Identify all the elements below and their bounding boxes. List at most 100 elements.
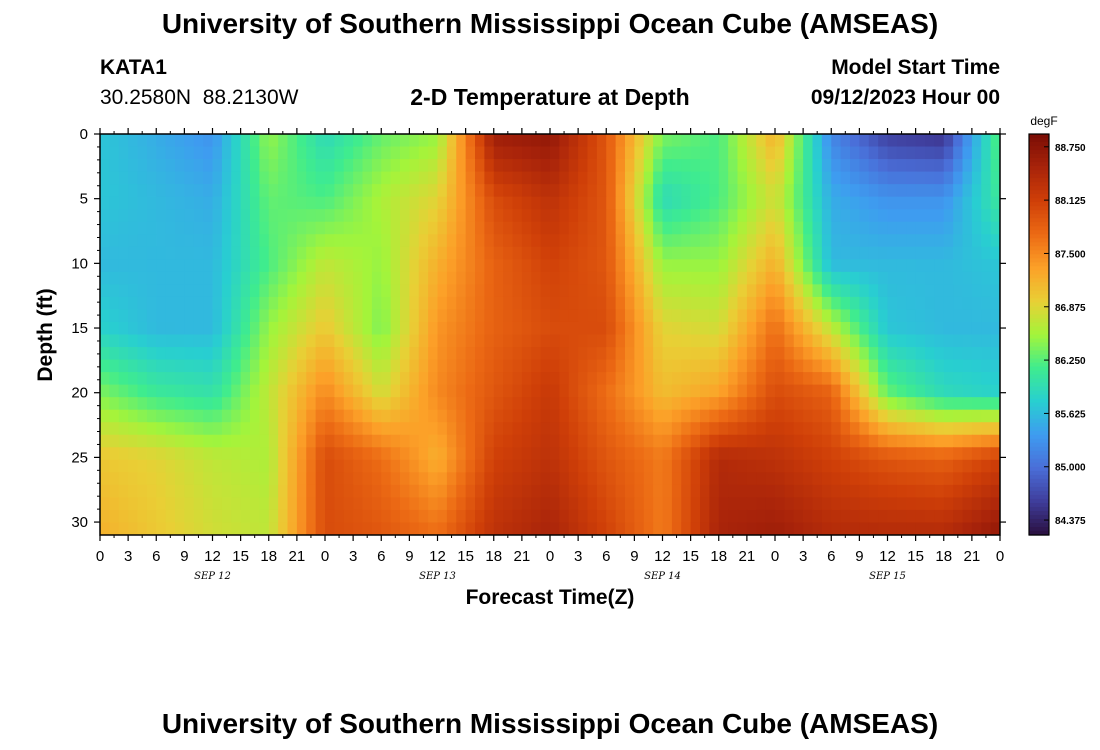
heatmap-cell (212, 347, 223, 361)
heatmap-cell (221, 459, 232, 473)
heatmap-cell (737, 484, 748, 499)
heatmap-cell (203, 221, 214, 235)
heatmap-cell (821, 384, 832, 398)
x-tick-label: 12 (204, 548, 221, 565)
heatmap-cell (118, 234, 129, 248)
heatmap-cell (409, 459, 420, 473)
heatmap-cell (728, 296, 739, 311)
heatmap-cell (906, 196, 917, 210)
heatmap-cell (812, 522, 823, 535)
heatmap-cell (212, 196, 223, 210)
heatmap-cell (306, 309, 317, 323)
heatmap-cell (700, 184, 710, 198)
heatmap-cell (259, 447, 270, 461)
heatmap-cell (146, 234, 157, 248)
heatmap-cell (203, 234, 214, 248)
heatmap-cell (137, 522, 148, 535)
colorbar-segment (1029, 434, 1049, 440)
heatmap-cell (831, 159, 842, 173)
heatmap-cell (615, 372, 626, 386)
heatmap-cell (231, 246, 242, 260)
heatmap-cell (315, 497, 326, 511)
heatmap-cell (812, 246, 823, 260)
heatmap-cell (803, 384, 814, 398)
heatmap-cell (193, 434, 204, 448)
heatmap-cell (287, 284, 298, 298)
heatmap-cell (137, 134, 148, 148)
heatmap-cell (775, 484, 785, 499)
heatmap-cell (250, 497, 260, 511)
heatmap-cell (437, 221, 448, 235)
heatmap-cell (765, 159, 776, 173)
heatmap-cell (568, 159, 579, 173)
heatmap-cell (259, 321, 270, 336)
heatmap-cell (268, 159, 279, 173)
heatmap-cell (531, 372, 542, 386)
heatmap-cell (784, 209, 795, 223)
heatmap-cell (943, 347, 954, 361)
heatmap-cell (175, 497, 185, 511)
heatmap-cell (465, 334, 476, 348)
heatmap-cell (625, 184, 635, 198)
heatmap-cell (990, 497, 1000, 511)
heatmap-cell (615, 171, 626, 185)
colorbar-segment (1029, 386, 1049, 392)
heatmap-cell (540, 397, 551, 411)
x-date-label: SEP 13 (419, 571, 456, 582)
heatmap-cell (493, 509, 504, 524)
heatmap-cell (746, 196, 757, 210)
heatmap-cell (287, 434, 298, 448)
heatmap-cell (615, 347, 626, 361)
heatmap-cell (681, 397, 692, 411)
heatmap-cell (371, 284, 382, 298)
heatmap-cell (325, 296, 335, 311)
colorbar-segment (1029, 210, 1049, 215)
heatmap-cell (418, 347, 429, 361)
heatmap-cell (259, 522, 270, 535)
colorbar-segment (1029, 422, 1049, 428)
heatmap-cell (334, 522, 345, 535)
heatmap-cell (137, 184, 148, 198)
heatmap-cell (878, 397, 889, 411)
colorbar-segment (1029, 518, 1049, 524)
heatmap-cell (840, 184, 851, 198)
heatmap-cell (559, 459, 570, 473)
heatmap-cell (100, 296, 110, 311)
heatmap-cell (503, 271, 514, 285)
heatmap-cell (840, 509, 851, 524)
heatmap-cell (737, 284, 748, 298)
heatmap-cell (981, 397, 992, 411)
colorbar-segment (1029, 170, 1049, 175)
heatmap-cell (625, 347, 635, 361)
heatmap-cell (671, 347, 682, 361)
heatmap-cell (718, 134, 729, 148)
heatmap-cell (381, 209, 392, 223)
heatmap-cell (475, 397, 485, 411)
heatmap-cell (559, 447, 570, 461)
heatmap-cell (831, 422, 842, 436)
heatmap-cell (831, 484, 842, 499)
colorbar-segment (1029, 522, 1049, 528)
heatmap-cell (859, 234, 870, 248)
heatmap-cell (953, 321, 964, 336)
heatmap-cell (296, 246, 307, 260)
heatmap-cell (137, 309, 148, 323)
heatmap-cell (278, 196, 289, 210)
heatmap-cell (653, 321, 664, 336)
heatmap-cell (109, 434, 120, 448)
heatmap-cell (803, 196, 814, 210)
heatmap-cell (409, 309, 420, 323)
heatmap-cell (934, 334, 945, 348)
heatmap-cell (146, 146, 157, 160)
heatmap-cell (878, 447, 889, 461)
heatmap-cell (231, 309, 242, 323)
heatmap-cell (634, 334, 645, 348)
heatmap-cell (887, 497, 898, 511)
heatmap-cell (456, 184, 467, 198)
heatmap-cell (493, 184, 504, 198)
heatmap-cell (315, 484, 326, 499)
heatmap-cell (353, 434, 364, 448)
heatmap-cell (934, 359, 945, 373)
x-tick-label: 3 (349, 548, 357, 565)
heatmap-cell (493, 484, 504, 499)
